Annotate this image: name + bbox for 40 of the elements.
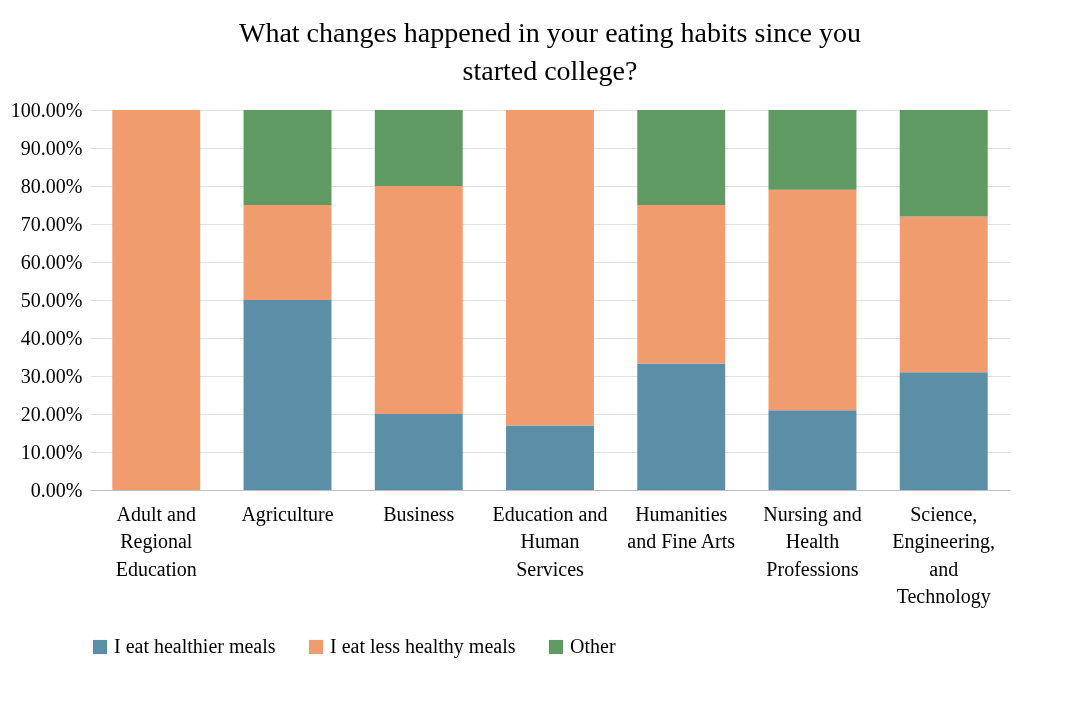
legend-label: I eat healthier meals <box>114 635 276 657</box>
y-tick-label: 80.00% <box>20 174 83 197</box>
x-tick-label: Education and Human Services <box>492 502 608 580</box>
bar <box>637 205 726 364</box>
x-tick-label: Science, Engineering, and Technology <box>892 502 996 608</box>
y-tick-label: 40.00% <box>20 326 83 349</box>
bar <box>637 110 726 205</box>
x-tick-label: Humanities and Fine Arts <box>627 502 736 552</box>
bar <box>243 110 332 205</box>
bar <box>768 189 857 411</box>
legend-label: I eat less healthy meals <box>330 635 516 658</box>
x-tick-label: Nursing and Health Professions <box>763 502 862 580</box>
bar <box>374 110 463 186</box>
bar <box>374 414 463 490</box>
y-tick-label: 30.00% <box>20 364 83 387</box>
bar <box>768 110 857 190</box>
y-tick-label: 20.00% <box>20 402 83 425</box>
bar <box>506 425 594 490</box>
bar <box>374 186 463 414</box>
bar <box>899 372 988 490</box>
bar <box>768 410 857 490</box>
bar <box>899 216 988 373</box>
chart-title: What changes happened in your eating habits since you started college? <box>238 17 862 86</box>
y-tick-label: 10.00% <box>20 440 83 463</box>
y-tick-label: 60.00% <box>20 250 83 273</box>
legend-label: Other <box>570 635 616 657</box>
y-tick-label: 90.00% <box>20 136 83 159</box>
y-tick-label: 0.00% <box>30 478 83 501</box>
bar <box>112 110 201 490</box>
y-tick-label: 70.00% <box>20 212 83 235</box>
bar <box>637 363 726 490</box>
x-tick-label: Agriculture <box>241 502 334 526</box>
bar <box>899 110 988 217</box>
bar <box>243 205 332 300</box>
bar <box>243 300 332 490</box>
x-tick-label: Business <box>383 502 455 525</box>
x-tick-label: Adult and Regional Education <box>115 502 197 580</box>
bar <box>506 110 594 426</box>
y-tick-label: 100.00% <box>10 98 83 121</box>
y-tick-label: 50.00% <box>20 288 83 311</box>
